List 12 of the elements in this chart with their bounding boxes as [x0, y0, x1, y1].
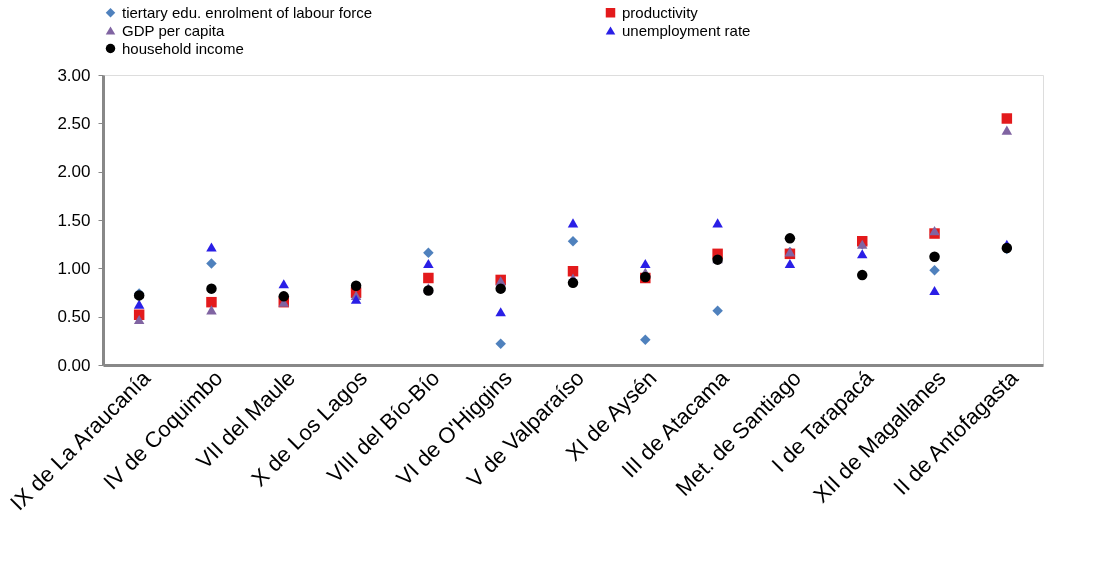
y-tick-label: 0.00: [57, 355, 91, 375]
legend-label: unemployment rate: [622, 21, 751, 39]
legend-label: GDP per capita: [122, 21, 225, 39]
y-tick-label: 0.50: [57, 307, 91, 327]
legend-label: productivity: [622, 3, 699, 21]
y-tick-label: 1.50: [57, 210, 91, 230]
y-tick-label: 2.50: [57, 113, 91, 133]
y-tick-label: 3.00: [57, 65, 91, 85]
legend-label: household income: [122, 39, 244, 57]
legend-label: tiertary edu. enrolment of labour force: [122, 3, 373, 21]
y-tick-label: 2.00: [57, 162, 91, 182]
y-tick-label: 1.00: [57, 258, 91, 278]
